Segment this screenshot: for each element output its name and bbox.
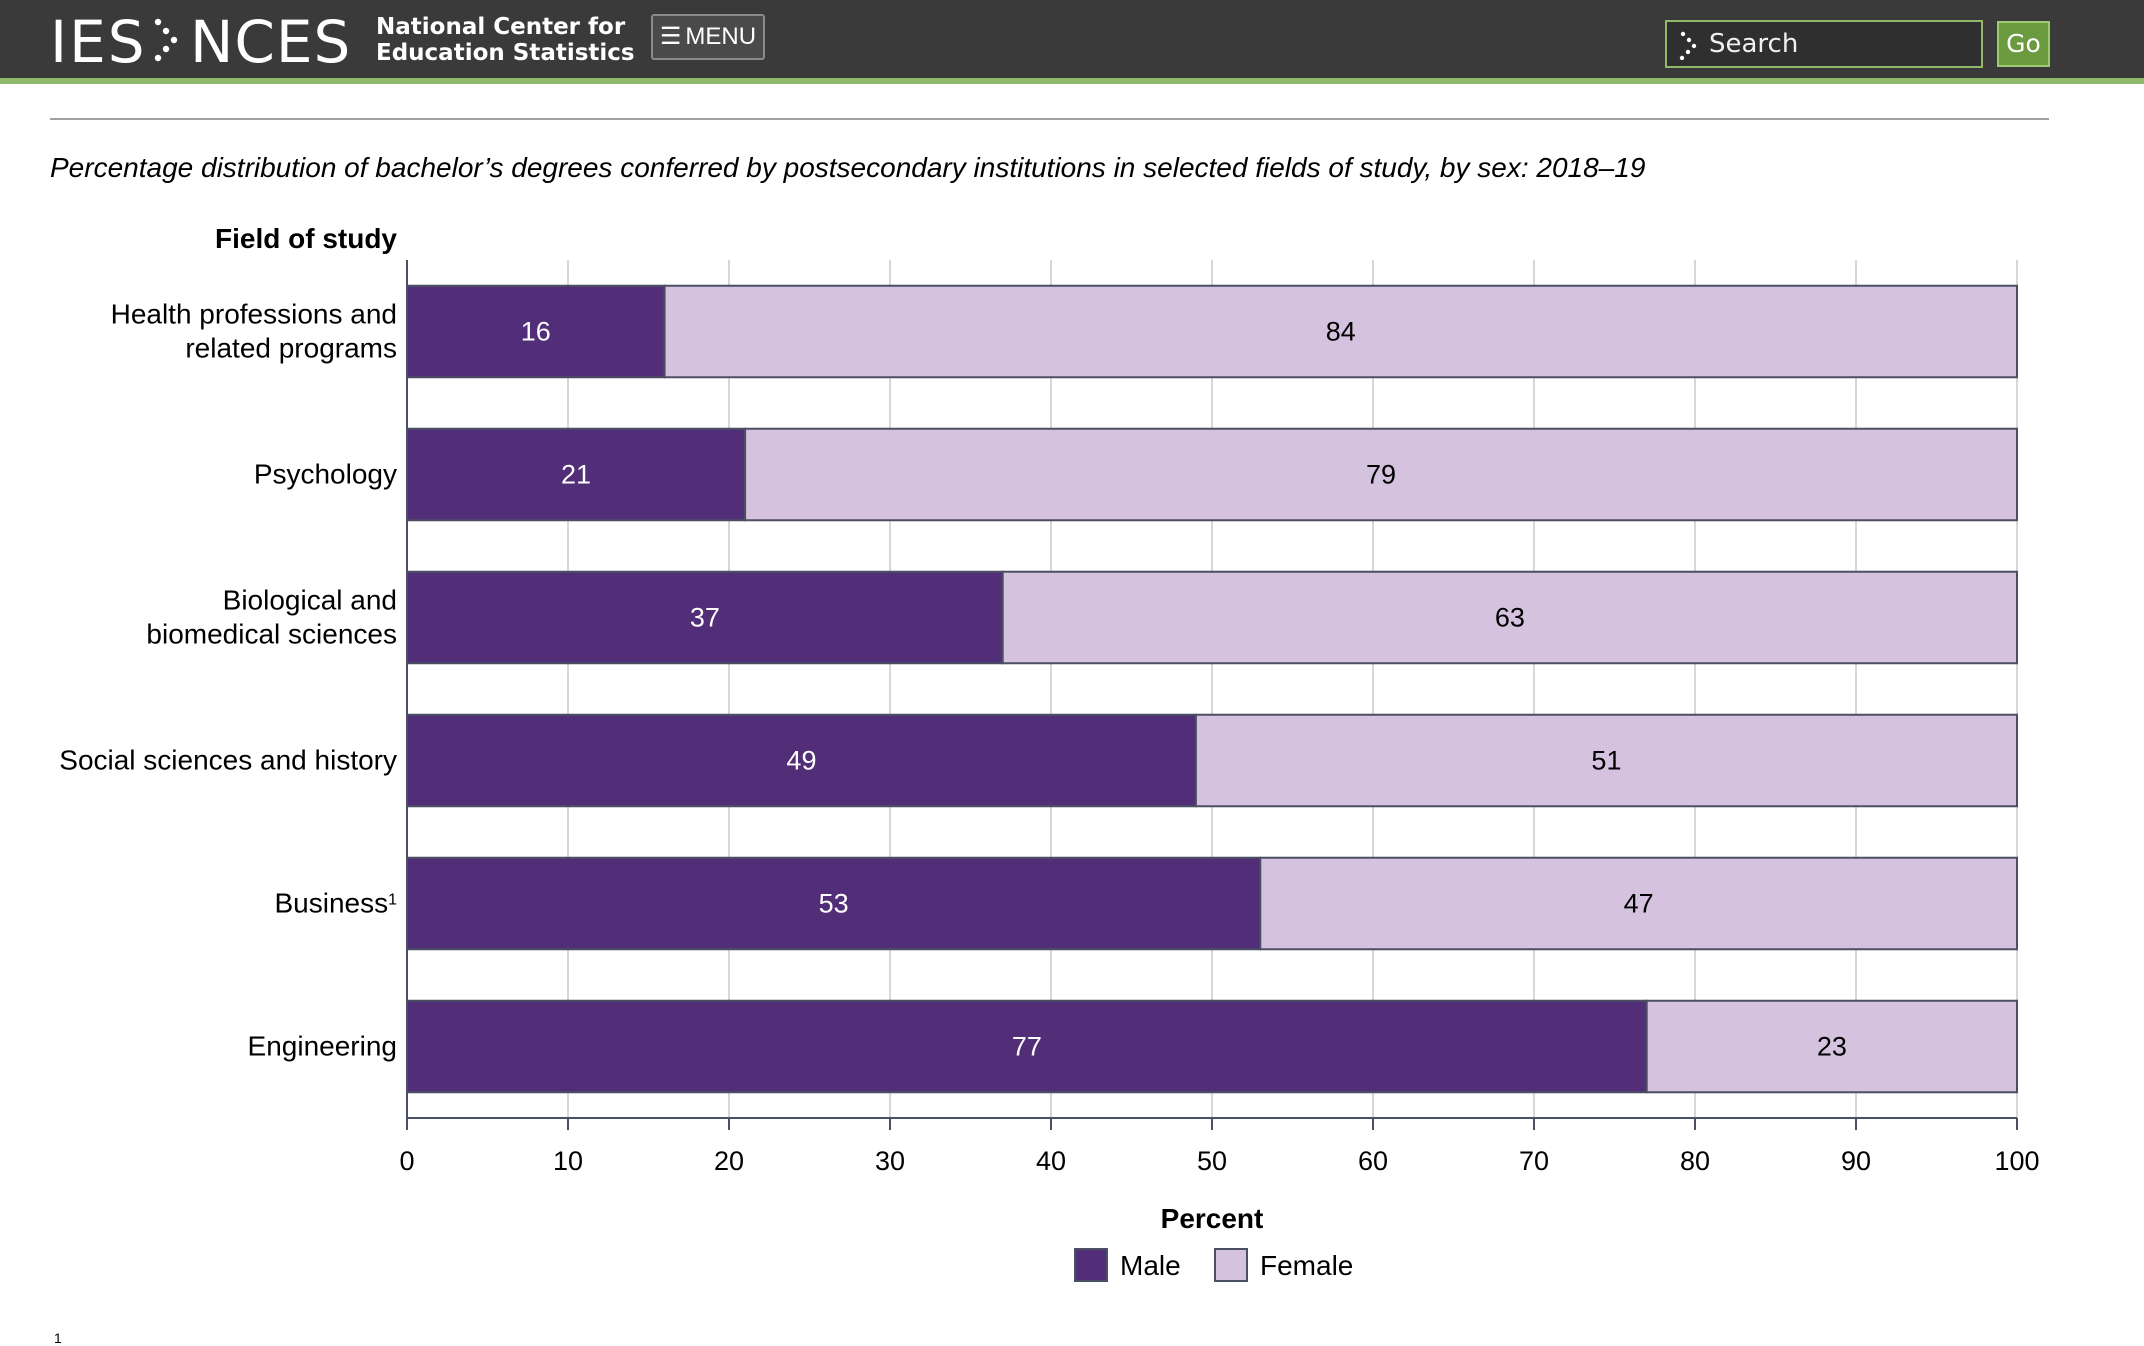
search-box <box>1665 20 1983 68</box>
x-tick-label: 90 <box>1841 1146 1871 1176</box>
bar-female <box>1259 856 2019 951</box>
hamburger-icon: ☰ <box>659 23 682 50</box>
data-label-male: 21 <box>561 460 591 490</box>
x-tick-label: 80 <box>1680 1146 1710 1176</box>
bar-female <box>1001 570 2018 665</box>
x-tick-label: 100 <box>1994 1146 2039 1176</box>
category-label: Health professions and related programs <box>111 299 397 364</box>
search-dots-icon <box>1679 31 1697 60</box>
go-button[interactable]: Go <box>1997 21 2050 67</box>
org-name[interactable]: National Center for Education Statistics <box>376 14 646 66</box>
x-tick-label: 60 <box>1358 1146 1388 1176</box>
data-label-female: 79 <box>1366 460 1396 490</box>
data-label-female: 84 <box>1326 317 1356 347</box>
constellation-dots-icon <box>154 18 178 62</box>
x-tick-label: 30 <box>875 1146 905 1176</box>
legend-swatch-female <box>1214 1248 1248 1282</box>
data-label-male: 37 <box>690 603 720 633</box>
bar-female <box>663 284 2018 379</box>
y-axis-title: Field of study <box>215 223 397 254</box>
data-label-male: 16 <box>521 317 551 347</box>
search-input[interactable] <box>1709 26 1969 62</box>
site-header: IES NCES National Center for Education S… <box>0 0 2144 84</box>
x-axis-title: Percent <box>1161 1203 1264 1234</box>
data-label-male: 53 <box>819 889 849 919</box>
data-label-female: 51 <box>1591 746 1621 776</box>
data-label-female: 63 <box>1495 603 1525 633</box>
x-tick-label: 70 <box>1519 1146 1549 1176</box>
x-tick-label: 0 <box>399 1146 414 1176</box>
data-label-male: 77 <box>1012 1032 1042 1062</box>
legend-label-male: Male <box>1120 1250 1181 1281</box>
data-label-male: 49 <box>786 746 816 776</box>
data-label-female: 47 <box>1624 889 1654 919</box>
x-tick-label: 20 <box>714 1146 744 1176</box>
legend-swatch-male <box>1074 1248 1108 1282</box>
org-name-line1: National Center for <box>376 14 626 40</box>
menu-label: MENU <box>685 23 757 50</box>
nces-logo[interactable]: NCES <box>190 8 352 76</box>
bar-female <box>1645 999 2018 1094</box>
bar-male <box>406 570 1004 665</box>
bar-female <box>1194 713 2018 808</box>
bar-male <box>406 713 1197 808</box>
divider <box>50 118 2049 120</box>
menu-button[interactable]: ☰ MENU <box>651 14 765 60</box>
org-name-line2: Education Statistics <box>376 40 635 66</box>
category-label: Psychology <box>254 459 397 490</box>
bar-male <box>406 427 747 522</box>
bar-male <box>406 999 1648 1094</box>
bar-male <box>406 856 1262 951</box>
x-tick-label: 50 <box>1197 1146 1227 1176</box>
footnote-marker: 1 <box>54 1330 62 1346</box>
ies-logo[interactable]: IES <box>50 8 147 76</box>
chart-title: Percentage distribution of bachelor’s de… <box>50 152 1646 183</box>
legend-label-female: Female <box>1260 1250 1353 1281</box>
x-tick-label: 40 <box>1036 1146 1066 1176</box>
category-label: Biological and biomedical sciences <box>146 585 397 650</box>
data-label-female: 23 <box>1817 1032 1847 1062</box>
category-label: Social sciences and history <box>59 745 397 776</box>
x-tick-label: 10 <box>553 1146 583 1176</box>
bar-female <box>744 427 2018 522</box>
category-label: Engineering <box>248 1031 397 1062</box>
category-label: Business1 <box>274 888 397 919</box>
